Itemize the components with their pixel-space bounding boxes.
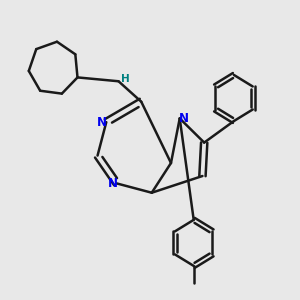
Text: N: N	[179, 112, 189, 125]
Text: N: N	[108, 177, 118, 190]
Text: N: N	[97, 116, 107, 129]
Text: H: H	[121, 74, 130, 84]
